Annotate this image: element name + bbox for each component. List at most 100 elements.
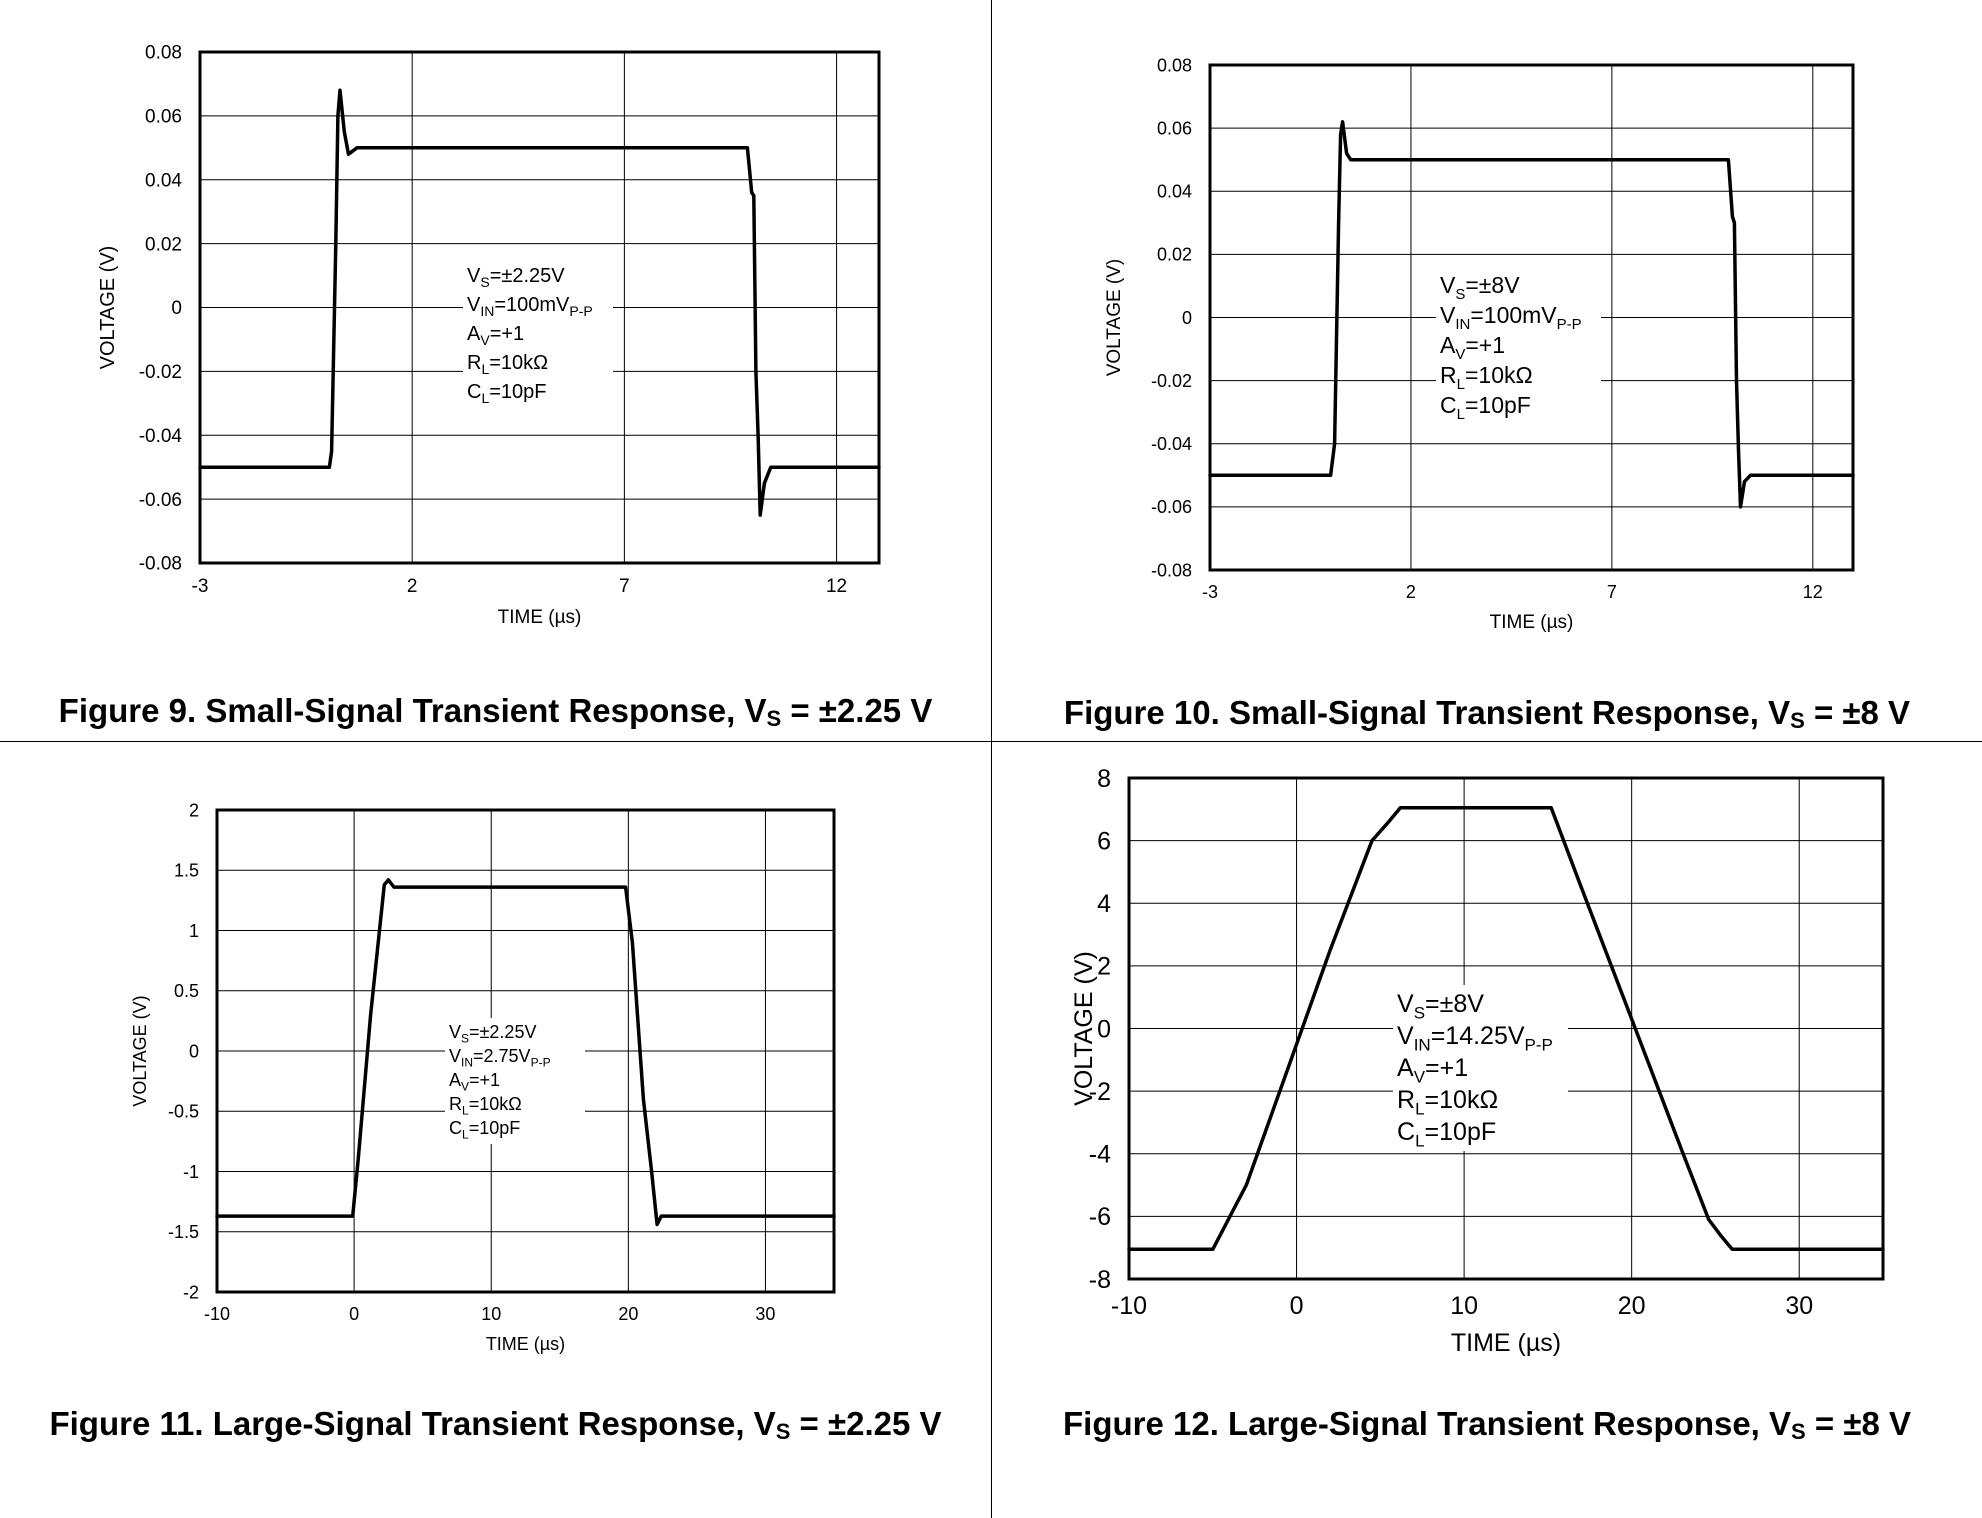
y-tick-label: 0 [189,1041,199,1061]
figure-12-caption: Figure 12. Large-Signal Transient Respon… [1063,1405,1911,1444]
chart-svg: -10 0 10 20 30 -2 -1.5 -1 -0.5 0 0.5 1 1.5 2 TIME (µs)… [130,800,836,1354]
chart-svg: -3 2 7 12 -0.08 -0.06 -0.04 -0.02 0 0.02 0.04 0.06 0… [1104,55,1855,633]
plot-frame [198,50,881,565]
y-tick-label: 0 [1097,1015,1111,1043]
y-tick-label: -0.06 [1151,497,1192,517]
x-tick-label: 7 [619,576,630,597]
y-tick-label: 0.02 [1157,245,1192,265]
y-tick-label: -0.04 [139,426,183,447]
x-tick-label: 30 [755,1304,775,1324]
figure-10-chart: -3 2 7 12 -0.08 -0.06 -0.04 -0.02 0 0.02 0.04 0.06 0… [992,0,1982,660]
y-tick-label: -2 [1089,1078,1111,1106]
y-tick-label: -0.04 [1151,434,1192,454]
y-tick-label: -0.02 [139,362,182,383]
y-tick-label: 1.5 [174,861,199,881]
x-axis-label: TIME (µs) [486,1334,565,1354]
x-tick-label: 2 [407,576,418,597]
plot-frame [1127,776,1885,1281]
x-tick-label: -3 [1202,582,1218,602]
annotation-line: CL=10pF [467,381,547,406]
y-axis-label: VOLTAGE (V) [130,995,150,1106]
y-tick-label: 0.5 [174,981,199,1001]
annotation-line: CL=10pF [1397,1118,1496,1150]
y-axis-label: VOLTAGE (V) [97,246,119,370]
x-tick-label: -3 [192,576,209,597]
x-tick-label: 7 [1607,582,1617,602]
annotation-background [463,260,613,411]
annotation-line: VS=±2.25V [467,265,565,290]
y-tick-label: 1 [189,921,199,941]
series-line [1127,805,1885,1252]
annotation-line: RL=10kΩ [1440,362,1533,393]
annotation-line: VS=±8V [1440,272,1520,303]
x-tick-label: 0 [349,1304,359,1324]
y-tick-label: 0.06 [145,107,182,128]
y-tick-label: 0.08 [145,43,182,64]
figure-12-chart: -10 0 10 20 30 -8 -6 -4 -2 0 2 4 6 8 TIME (µs) VOLTAGE … [992,742,1982,1382]
y-tick-label: 0 [1182,308,1192,328]
annotation-line: VS=±8V [1397,990,1484,1022]
y-tick-label: -0.08 [1151,560,1192,580]
annotation-line: VIN=14.25VP-P [1397,1022,1553,1054]
y-tick-label: -0.02 [1151,371,1192,391]
figure-11-chart: -10 0 10 20 30 -2 -1.5 -1 -0.5 0 0.5 1 1.5 2 TIME (µs)… [0,742,991,1382]
annotation-line: CL=10pF [449,1118,520,1142]
figure-9-caption: Figure 9. Small-Signal Transient Respons… [58,692,933,731]
y-tick-label: 0.08 [1157,55,1192,75]
y-tick-label: 8 [1097,765,1111,793]
x-tick-label: 20 [618,1304,638,1324]
annotation-line: VIN=100mVP-P [1440,302,1582,333]
x-tick-label: 0 [1290,1292,1304,1320]
annotation-line: AV=+1 [1397,1054,1468,1086]
plot-frame [1208,63,1855,572]
x-tick-label: 30 [1785,1292,1813,1320]
x-tick-label: 12 [1803,582,1823,602]
chart-svg: -3 2 7 12 -0.08 -0.06 -0.04 -0.02 0 0.02 0.04 0.06 0… [97,43,881,628]
x-tick-label: 10 [481,1304,501,1324]
annotation-line: AV=+1 [467,323,524,348]
series-line [215,878,836,1227]
y-tick-label: -1 [183,1162,199,1182]
series-line [1208,120,1855,509]
x-axis-label: TIME (µs) [498,607,582,628]
y-tick-label: -0.08 [139,554,182,575]
y-axis-label: VOLTAGE (V) [1104,259,1125,377]
y-tick-label: 4 [1097,890,1111,918]
y-tick-label: 2 [1097,953,1111,981]
vertical-divider [991,0,992,1518]
y-tick-label: 0.04 [1157,182,1192,202]
y-tick-label: 0 [171,298,182,319]
series-line [198,88,881,517]
annotation-line: VS=±2.25V [449,1022,536,1046]
y-tick-label: 6 [1097,827,1111,855]
y-tick-label: -0.5 [168,1102,199,1122]
annotation-background [1393,985,1568,1151]
x-tick-label: -10 [204,1304,230,1324]
annotation-line: VIN=2.75VP-P [449,1046,551,1070]
y-tick-label: 0.02 [145,234,182,255]
y-tick-label: -6 [1089,1203,1111,1231]
figure-11-caption: Figure 11. Large-Signal Transient Respon… [49,1405,942,1444]
annotation-line: RL=10kΩ [467,352,548,377]
horizontal-divider [0,741,1982,742]
figure-10-caption: Figure 10. Small-Signal Transient Respon… [1063,694,1911,733]
y-tick-label: 0.04 [145,170,182,191]
x-axis-label: TIME (µs) [1451,1329,1561,1357]
y-axis-label: VOLTAGE (V) [1070,951,1098,1106]
figure-9-chart: -3 2 7 12 -0.08 -0.06 -0.04 -0.02 0 0.02 0.04 0.06 0… [0,0,991,660]
x-axis-label: TIME (µs) [1490,612,1574,633]
y-tick-label: -0.06 [139,490,182,511]
annotation-line: RL=10kΩ [449,1094,522,1118]
y-tick-label: -8 [1089,1266,1111,1294]
annotation-background [1436,268,1601,424]
x-tick-label: 20 [1618,1292,1646,1320]
x-tick-label: -10 [1111,1292,1147,1320]
plot-frame [215,808,836,1294]
annotation-line: AV=+1 [449,1070,500,1094]
x-tick-label: 12 [826,576,847,597]
annotation-line: RL=10kΩ [1397,1086,1498,1118]
annotation-line: CL=10pF [1440,392,1531,423]
y-tick-label: -4 [1089,1141,1111,1169]
y-tick-label: -1.5 [168,1222,199,1242]
y-tick-label: 2 [189,800,199,820]
